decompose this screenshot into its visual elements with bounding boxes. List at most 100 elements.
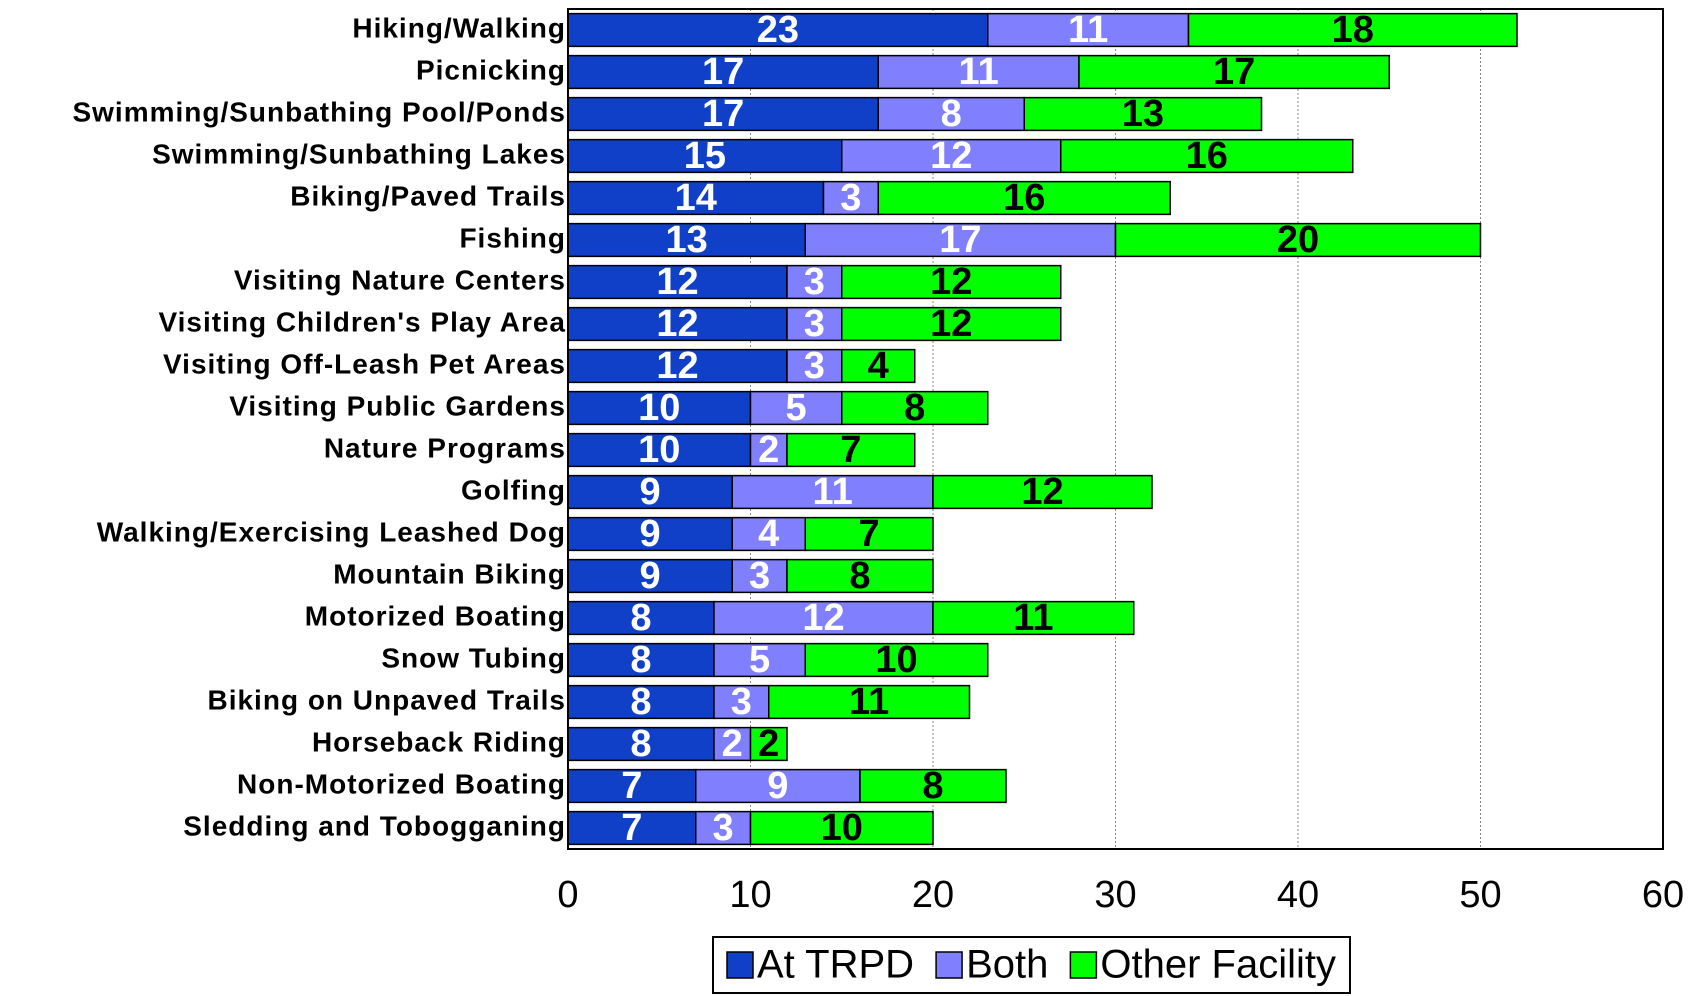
bar-segment <box>731 516 806 552</box>
category-label: Swimming/Sunbathing Pool/Ponds <box>72 96 566 127</box>
data-label: 11 <box>813 471 853 513</box>
x-tick-label: 0 <box>557 874 578 916</box>
category-label: Walking/Exercising Leashed Dog <box>97 516 566 547</box>
bar-segment <box>749 432 788 468</box>
data-label: 16 <box>1003 177 1045 219</box>
bar-segment <box>841 264 1062 300</box>
bar-segment <box>804 642 989 678</box>
x-tick-label: 30 <box>1094 874 1136 916</box>
bar-segment <box>859 768 1007 804</box>
data-label: 9 <box>640 513 661 555</box>
data-label: 4 <box>758 513 779 555</box>
category-label: Golfing <box>461 474 566 505</box>
bar-segment <box>932 600 1135 636</box>
bar-segment <box>1023 96 1263 132</box>
bar-segment <box>749 390 843 426</box>
bar-segment <box>786 348 843 384</box>
data-label: 5 <box>749 639 770 681</box>
bar-segment <box>987 12 1190 48</box>
data-label: 10 <box>638 387 680 429</box>
data-label: 14 <box>675 177 717 219</box>
data-label: 3 <box>731 681 752 723</box>
data-label: 11 <box>1068 9 1108 51</box>
category-label: Sledding and Tobogganing <box>183 810 566 841</box>
data-label: 12 <box>802 597 844 639</box>
data-label: 7 <box>621 807 642 849</box>
bar-segment <box>567 12 989 48</box>
bar-segment <box>1187 12 1518 48</box>
data-label: 23 <box>757 9 799 51</box>
category-label: Visiting Off-Leash Pet Areas <box>163 348 566 379</box>
category-label: Swimming/Sunbathing Lakes <box>152 138 566 169</box>
legend-swatch <box>726 951 754 979</box>
data-label: 9 <box>767 765 788 807</box>
bar-segment <box>804 222 1117 258</box>
category-label: Picnicking <box>416 54 566 85</box>
data-label: 10 <box>821 807 863 849</box>
data-label: 12 <box>656 345 698 387</box>
legend-swatch <box>1069 951 1098 979</box>
legend-box <box>712 936 1351 994</box>
data-label: 5 <box>786 387 807 429</box>
category-label: Non-Motorized Boating <box>237 768 566 799</box>
legend-label: At TRPD <box>757 943 914 987</box>
data-label: 12 <box>656 303 698 345</box>
data-label: 3 <box>749 555 770 597</box>
data-label: 9 <box>640 471 661 513</box>
data-label: 11 <box>1013 597 1053 639</box>
bar-segment <box>567 474 733 510</box>
data-label: 8 <box>904 387 925 429</box>
data-label: 10 <box>638 429 680 471</box>
bar-segment <box>786 306 843 342</box>
bar-segment <box>749 726 788 762</box>
bar-segment <box>731 558 788 594</box>
x-tick-label: 20 <box>912 874 954 916</box>
data-label: 12 <box>656 261 698 303</box>
bar-segment <box>567 306 788 342</box>
bar-segment <box>567 726 715 762</box>
bar-segment <box>567 684 715 720</box>
category-label: Biking on Unpaved Trails <box>207 684 566 715</box>
data-label: 3 <box>804 261 825 303</box>
bar-segment <box>841 390 989 426</box>
data-label: 7 <box>859 513 880 555</box>
bar-segment <box>786 264 843 300</box>
bar-segment <box>567 222 806 258</box>
category-label: Mountain Biking <box>333 558 566 589</box>
data-label: 3 <box>804 345 825 387</box>
data-label: 4 <box>868 345 889 387</box>
bar-segment <box>567 810 697 846</box>
bar-segment <box>768 684 971 720</box>
data-label: 13 <box>665 219 707 261</box>
category-label: Snow Tubing <box>381 642 566 673</box>
data-label: 12 <box>930 261 972 303</box>
bar-segment <box>841 306 1062 342</box>
category-label: Visiting Public Gardens <box>229 390 566 421</box>
bar-segment <box>713 600 934 636</box>
category-label: Fishing <box>459 222 566 253</box>
data-label: 9 <box>640 555 661 597</box>
bar-segment <box>1060 138 1354 174</box>
bar-segment <box>713 642 806 678</box>
data-label: 3 <box>804 303 825 345</box>
bar-segment <box>786 558 934 594</box>
legend-label: Other Facility <box>1100 943 1336 987</box>
data-label: 15 <box>684 135 726 177</box>
data-label: 16 <box>1186 135 1228 177</box>
bar-segment <box>932 474 1153 510</box>
data-label: 8 <box>922 765 943 807</box>
bar-segment <box>877 54 1080 90</box>
data-label: 18 <box>1332 9 1374 51</box>
bar-segment <box>804 516 934 552</box>
category-label: Nature Programs <box>324 432 566 463</box>
bar-segment <box>567 390 752 426</box>
bar-segment <box>1114 222 1482 258</box>
data-label: 7 <box>840 429 861 471</box>
data-label: 8 <box>630 639 651 681</box>
bar-segment <box>713 726 752 762</box>
category-label: Visiting Children's Play Area <box>158 306 566 337</box>
data-label: 12 <box>1021 471 1063 513</box>
legend-label: Both <box>966 943 1048 987</box>
data-label: 7 <box>621 765 642 807</box>
